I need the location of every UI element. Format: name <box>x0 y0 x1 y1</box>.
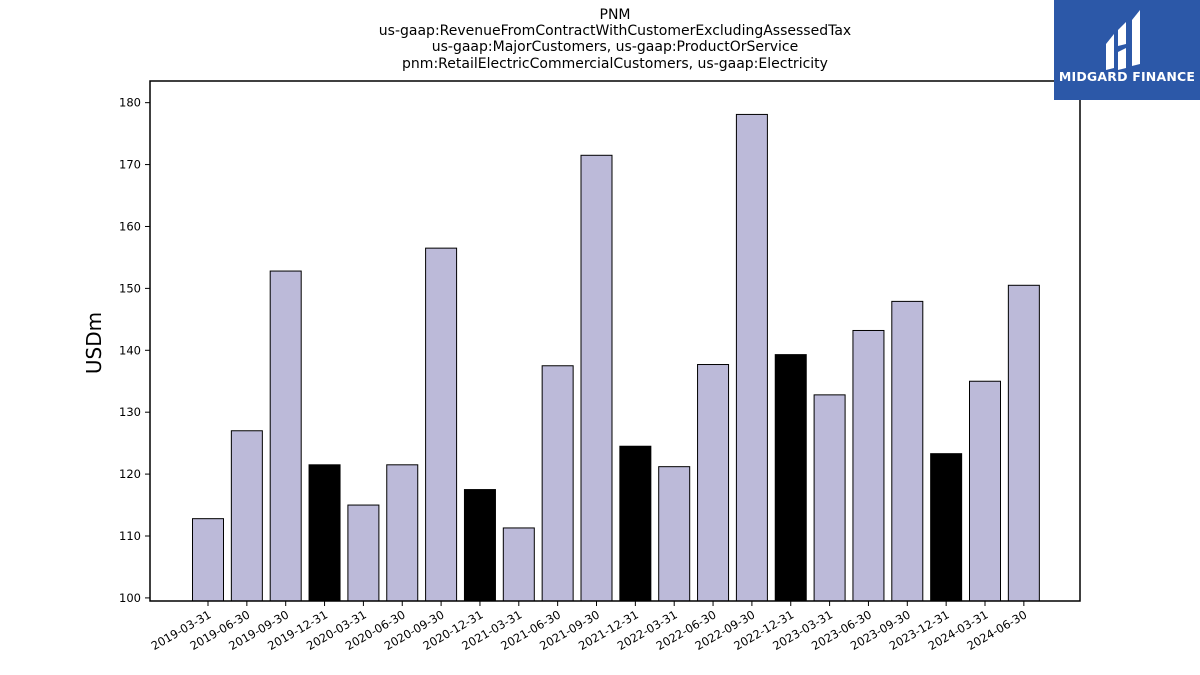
bar-2022-03-31 <box>658 466 691 602</box>
bar-2024-06-30 <box>1007 284 1040 602</box>
bar-2019-06-30 <box>230 430 263 602</box>
bar-2022-09-30 <box>735 113 768 602</box>
plot-frame <box>149 80 1081 602</box>
y-tick-label-110: 110 <box>119 529 141 543</box>
y-tick-label-100: 100 <box>119 591 141 605</box>
chart-title-line-4: pnm:RetailElectricCommercialCustomers, u… <box>402 56 828 72</box>
bar-2023-03-31 <box>813 394 846 602</box>
logo-mark-icon <box>1106 10 1140 70</box>
bar-2023-12-31 <box>930 453 963 602</box>
bar-2020-12-31 <box>463 489 496 602</box>
y-tick-label-180: 180 <box>119 96 141 110</box>
y-axis-label: USDm <box>82 312 106 374</box>
y-tick-label-120: 120 <box>119 467 141 481</box>
y-tick-label-130: 130 <box>119 405 141 419</box>
bar-2021-03-31 <box>502 527 535 602</box>
y-tick-label-170: 170 <box>119 158 141 172</box>
chart-title-line-3: us-gaap:MajorCustomers, us-gaap:ProductO… <box>431 39 799 55</box>
chart-title-line-1: PNM <box>599 7 631 23</box>
bar-2022-06-30 <box>697 364 730 602</box>
bar-2019-12-31 <box>308 464 341 602</box>
y-tick-label-140: 140 <box>119 343 141 357</box>
bar-2022-12-31 <box>774 354 807 602</box>
bar-2019-03-31 <box>192 518 224 602</box>
chart-title-line-2: us-gaap:RevenueFromContractWithCustomerE… <box>378 23 852 39</box>
bar-2020-09-30 <box>425 247 458 602</box>
bar-2019-09-30 <box>269 270 302 602</box>
bar-2021-09-30 <box>580 154 613 602</box>
y-tick-label-150: 150 <box>119 281 141 295</box>
bar-2021-12-31 <box>619 445 652 602</box>
bar-2023-06-30 <box>852 329 885 602</box>
bar-2020-06-30 <box>386 464 419 602</box>
bar-2023-09-30 <box>891 300 924 602</box>
y-tick-label-160: 160 <box>119 219 141 233</box>
bar-2021-06-30 <box>541 365 574 602</box>
bar-2020-03-31 <box>347 504 380 602</box>
midgard-finance-logo: MIDGARD FINANCE <box>1054 0 1200 100</box>
bar-2024-03-31 <box>969 380 1001 602</box>
logo-text: MIDGARD FINANCE <box>1058 69 1196 84</box>
